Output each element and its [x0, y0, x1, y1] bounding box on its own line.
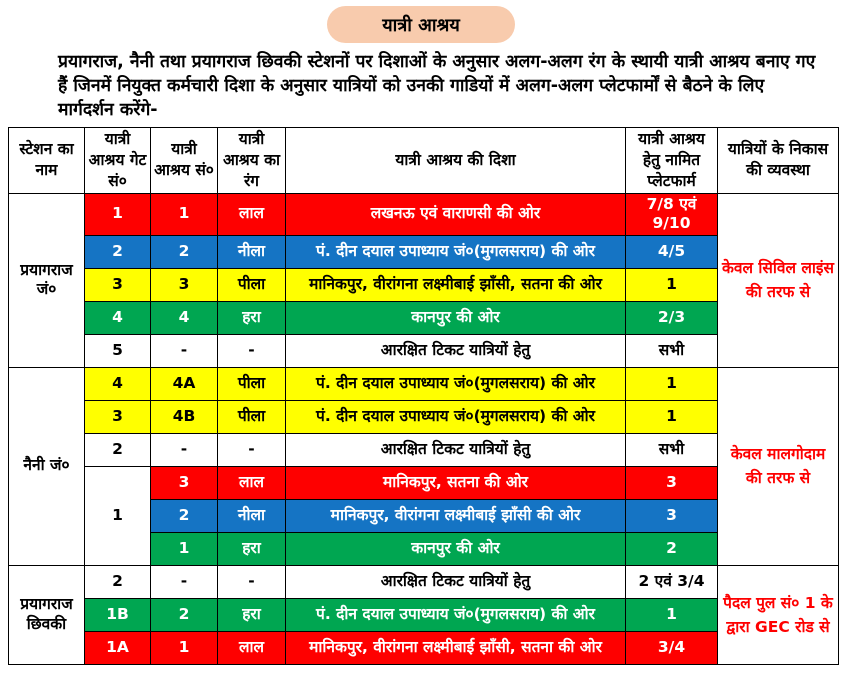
platform-cell: 4/5	[625, 234, 718, 269]
gate-number-cell: 1A	[84, 630, 151, 665]
table-row: 2 - - आरक्षित टिकट यात्रियों हेतु सभी	[9, 432, 839, 467]
color-name-cell: -	[217, 564, 286, 599]
table-row: प्रयागराज छिवकी 2 - - आरक्षित टिकट यात्र…	[8, 564, 839, 665]
color-name-cell: पीला	[217, 399, 286, 434]
platform-cell: 2 एवं 3/4	[625, 564, 718, 599]
color-name-cell: हरा	[217, 531, 286, 566]
shelter-number-cell: 4B	[150, 399, 218, 434]
direction-cell: आरक्षित टिकट यात्रियों हेतु	[285, 564, 626, 599]
header-row: स्टेशन का नाम यात्री आश्रय गेट सं० यात्र…	[8, 127, 839, 194]
gate-number-cell: 2	[84, 564, 151, 599]
station-name-cell: नैनी जं०	[8, 366, 85, 566]
direction-cell: कानपुर की ओर	[285, 531, 626, 566]
platform-cell: 3	[625, 465, 718, 500]
platform-cell: 2	[625, 531, 718, 566]
platform-cell: सभी	[625, 333, 718, 368]
color-name-cell: लाल	[217, 630, 286, 665]
exit-cell: केवल मालगोदाम की तरफ से	[717, 366, 839, 566]
gate-number-cell: 3	[84, 267, 151, 302]
shelter-number-cell: 4A	[150, 366, 218, 401]
platform-cell: 3/4	[625, 630, 718, 665]
shelter-number-cell: 2	[150, 597, 218, 632]
color-name-cell: -	[217, 432, 286, 467]
table-row: 4 4 हरा कानपुर की ओर 2/3	[9, 300, 839, 335]
shelter-number-cell: 2	[150, 234, 218, 269]
exit-cell: केवल सिविल लाइंस की तरफ से	[717, 192, 839, 368]
direction-cell: मानिकपुर, वीरांगना लक्ष्मीबाई झाँसी की ओ…	[285, 498, 626, 533]
platform-cell: 1	[625, 399, 718, 434]
direction-cell: पं. दीन दयाल उपाध्याय जं०(मुगलसराय) की ओ…	[285, 366, 626, 401]
page-title: यात्री आश्रय	[327, 6, 515, 43]
table-row: 1A 1 लाल मानिकपुर, वीरांगना लक्ष्मीबाई झ…	[9, 630, 839, 665]
direction-cell: मानिकपुर, वीरांगना लक्ष्मीबाई झाँसी, सतन…	[285, 630, 626, 665]
table-row: प्रयागराज जं० 1 1 लाल लखनऊ एवं वाराणसी क…	[8, 192, 839, 368]
header-station: स्टेशन का नाम	[8, 127, 85, 194]
gate-number-cell: 2	[84, 432, 151, 467]
gate-number-cell: 5	[84, 333, 151, 368]
direction-cell: आरक्षित टिकट यात्रियों हेतु	[285, 432, 626, 467]
platform-cell: 1	[625, 597, 718, 632]
direction-cell: आरक्षित टिकट यात्रियों हेतु	[285, 333, 626, 368]
platform-cell: 7/8 एवं 9/10	[625, 192, 718, 236]
header-platform: यात्री आश्रय हेतु नामित प्लेटफार्म	[625, 127, 718, 194]
color-name-cell: लाल	[217, 465, 286, 500]
gate-number-cell: 1	[84, 465, 151, 566]
gate-number-cell: 2	[84, 234, 151, 269]
table-row: 2 नीला मानिकपुर, वीरांगना लक्ष्मीबाई झाँ…	[9, 498, 839, 533]
shelter-number-cell: 3	[150, 465, 218, 500]
intro-paragraph: प्रयागराज, नैनी तथा प्रयागराज छिवकी स्टे…	[58, 52, 816, 120]
platform-cell: सभी	[625, 432, 718, 467]
station-name-cell: प्रयागराज छिवकी	[8, 564, 85, 665]
header-shelter-color: यात्री आश्रय का रंग	[217, 127, 286, 194]
color-name-cell: पीला	[217, 267, 286, 302]
gate-number-cell: 4	[84, 300, 151, 335]
shelter-number-cell: -	[150, 333, 218, 368]
color-name-cell: लाल	[217, 192, 286, 236]
direction-cell: मानिकपुर, वीरांगना लक्ष्मीबाई झाँसी, सतन…	[285, 267, 626, 302]
direction-cell: लखनऊ एवं वाराणसी की ओर	[285, 192, 626, 236]
platform-cell: 1	[625, 267, 718, 302]
color-name-cell: हरा	[217, 300, 286, 335]
table-row: नैनी जं० 4 4A पीला पं. दीन दयाल उपाध्याय…	[8, 366, 839, 566]
shelter-number-cell: 3	[150, 267, 218, 302]
color-name-cell: नीला	[217, 234, 286, 269]
gate-number-cell: 3	[84, 399, 151, 434]
header-direction: यात्री आश्रय की दिशा	[285, 127, 626, 194]
direction-cell: पं. दीन दयाल उपाध्याय जं०(मुगलसराय) की ओ…	[285, 399, 626, 434]
shelter-table: स्टेशन का नाम यात्री आश्रय गेट सं० यात्र…	[8, 127, 839, 665]
header-exit: यात्रियों के निकास की व्यवस्था	[717, 127, 839, 194]
color-name-cell: -	[217, 333, 286, 368]
table-row: 5 - - आरक्षित टिकट यात्रियों हेतु सभी	[9, 333, 839, 368]
direction-cell: पं. दीन दयाल उपाध्याय जं०(मुगलसराय) की ओ…	[285, 234, 626, 269]
header-shelter-no: यात्री आश्रय सं०	[150, 127, 218, 194]
shelter-number-cell: -	[150, 432, 218, 467]
color-name-cell: नीला	[217, 498, 286, 533]
platform-cell: 3	[625, 498, 718, 533]
exit-cell: पैदल पुल सं० 1 के द्वारा GEC रोड से	[717, 564, 839, 665]
table-row: 1 हरा कानपुर की ओर 2	[9, 531, 839, 566]
shelter-number-cell: 2	[150, 498, 218, 533]
shelter-number-cell: -	[150, 564, 218, 599]
gate-number-cell: 4	[84, 366, 151, 401]
gate-number-cell: 1B	[84, 597, 151, 632]
direction-cell: मानिकपुर, सतना की ओर	[285, 465, 626, 500]
direction-cell: कानपुर की ओर	[285, 300, 626, 335]
table-row: 3 4B पीला पं. दीन दयाल उपाध्याय जं०(मुगल…	[9, 399, 839, 434]
header-gate-no: यात्री आश्रय गेट सं०	[84, 127, 151, 194]
table-row: 3 3 पीला मानिकपुर, वीरांगना लक्ष्मीबाई झ…	[9, 267, 839, 302]
platform-cell: 2/3	[625, 300, 718, 335]
gate-number-cell: 1	[84, 192, 151, 236]
platform-cell: 1	[625, 366, 718, 401]
station-name-cell: प्रयागराज जं०	[8, 192, 85, 368]
color-name-cell: पीला	[217, 366, 286, 401]
table-row: 1B 2 हरा पं. दीन दयाल उपाध्याय जं०(मुगलस…	[9, 597, 839, 632]
table-row: 2 2 नीला पं. दीन दयाल उपाध्याय जं०(मुगलस…	[9, 234, 839, 269]
shelter-number-cell: 1	[150, 630, 218, 665]
color-name-cell: हरा	[217, 597, 286, 632]
direction-cell: पं. दीन दयाल उपाध्याय जं०(मुगलसराय) की ओ…	[285, 597, 626, 632]
table-row: 1 3 लाल मानिकपुर, सतना की ओर 3	[9, 465, 839, 566]
shelter-number-cell: 1	[150, 192, 218, 236]
shelter-number-cell: 4	[150, 300, 218, 335]
shelter-number-cell: 1	[150, 531, 218, 566]
